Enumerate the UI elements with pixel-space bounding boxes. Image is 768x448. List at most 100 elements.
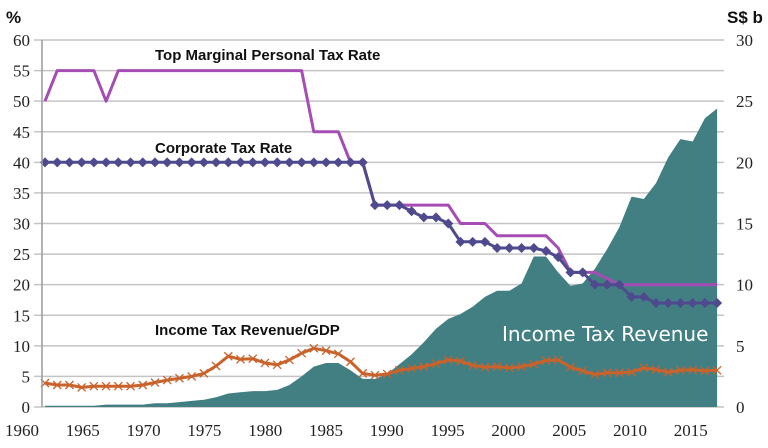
revenue-gdp-point <box>309 343 319 353</box>
revenue-gdp-point <box>688 365 698 375</box>
x-tick-label: 2015 <box>674 421 708 440</box>
revenue-gdp-point <box>333 349 343 359</box>
revenue-gdp-point <box>578 366 588 376</box>
revenue-gdp-point <box>77 382 87 392</box>
corporate-rate-point <box>357 157 368 168</box>
revenue-gdp-point <box>407 364 417 373</box>
revenue-gdp-point <box>260 358 270 368</box>
corporate-rate-point <box>186 157 197 168</box>
left-tick-label: 15 <box>13 306 30 325</box>
corporate-rate-point <box>504 242 515 253</box>
revenue-gdp-point <box>187 371 197 381</box>
right-tick-label: 15 <box>736 215 753 234</box>
corporate-rate-point <box>418 212 429 223</box>
left-tick-label: 45 <box>13 123 30 142</box>
revenue-gdp-point <box>126 381 135 391</box>
corporate-rate-point <box>333 157 344 168</box>
revenue-gdp-point <box>211 361 221 371</box>
revenue-gdp-point <box>566 362 575 372</box>
x-tick-label: 1960 <box>5 421 39 440</box>
corporate-rate-point <box>479 236 490 247</box>
revenue-gdp-point <box>553 355 563 365</box>
left-tick-label: 60 <box>13 31 30 50</box>
revenue-gdp-point <box>663 367 673 377</box>
revenue-gdp-point <box>431 359 441 369</box>
corporate-rate-point <box>528 242 539 253</box>
revenue-gdp-point <box>89 381 99 391</box>
revenue-gdp-point <box>358 368 368 378</box>
corporate-rate-point <box>284 157 295 168</box>
right-tick-label: 30 <box>736 31 753 50</box>
corporate-rate-point <box>638 291 649 302</box>
corporate-rate-point <box>394 200 405 211</box>
revenue-gdp-point <box>517 362 527 372</box>
corporate-rate-point <box>651 298 661 309</box>
corporate-rate-point <box>174 157 185 168</box>
left-axis-ticks: 0 5 10 15 20 25 30 35 40 45 50 55 60 <box>13 31 30 417</box>
corporate-rate-point <box>663 298 674 309</box>
top-marginal-rate-label: Top Marginal Personal Tax Rate <box>155 47 380 64</box>
left-tick-label: 0 <box>22 398 31 417</box>
revenue-gdp-point <box>101 381 111 391</box>
corporate-rate-point <box>137 157 148 168</box>
corporate-rate-point <box>211 157 222 168</box>
corporate-rate-point <box>455 236 466 247</box>
corporate-rate-point <box>382 200 393 211</box>
revenue-gdp-point <box>712 365 722 375</box>
series-lines-layer <box>40 69 723 392</box>
revenue-gdp-point <box>162 375 172 385</box>
revenue-gdp-point <box>321 346 331 356</box>
corporate-rate-point <box>516 242 527 253</box>
corporate-rate-point <box>431 212 442 223</box>
corporate-rate-label: Corporate Tax Rate <box>155 140 292 157</box>
revenue-gdp-point <box>627 367 637 377</box>
revenue-gdp-point <box>492 362 502 372</box>
revenue-gdp-point <box>614 368 624 378</box>
corporate-rate-point <box>589 279 600 290</box>
left-tick-label: 5 <box>22 367 31 386</box>
left-tick-label: 20 <box>13 276 30 295</box>
corporate-rate-point <box>162 157 173 168</box>
left-tick-label: 55 <box>13 62 30 81</box>
corporate-rate-point <box>113 157 124 168</box>
revenue-gdp-point <box>370 370 380 380</box>
revenue-gdp-point <box>529 359 539 369</box>
left-tick-label: 10 <box>13 337 30 356</box>
revenue-gdp-point <box>199 368 209 378</box>
corporate-rate-point <box>443 218 454 229</box>
revenue-gdp-point <box>590 370 600 380</box>
revenue-gdp-point <box>113 381 123 391</box>
corporate-rate-point <box>675 298 686 309</box>
right-axis-unit: S$ b <box>727 8 763 27</box>
revenue-gdp-point <box>248 354 258 364</box>
corporate-rate-point <box>149 157 160 168</box>
right-tick-label: 5 <box>736 337 745 356</box>
income-tax-revenue-gdp-line <box>44 346 718 389</box>
revenue-gdp-point <box>284 355 294 365</box>
corporate-rate-point <box>553 252 564 263</box>
corporate-rate-point <box>687 298 698 309</box>
revenue-gdp-point <box>443 355 453 365</box>
x-tick-label: 2010 <box>613 421 647 440</box>
corporate-rate-point <box>296 157 307 168</box>
revenue-gdp-point <box>64 380 74 390</box>
revenue-gdp-point <box>419 362 429 372</box>
revenue-gdp-point <box>639 363 649 373</box>
corporate-rate-point <box>101 157 112 168</box>
corporate-rate-point <box>565 267 576 278</box>
corporate-rate-point <box>223 157 234 168</box>
corporate-rate-point <box>272 157 283 168</box>
x-tick-label: 1985 <box>309 421 343 440</box>
income-tax-revenue-area <box>45 108 718 407</box>
corporate-rate-point <box>614 279 625 290</box>
revenue-gdp-point <box>602 368 612 378</box>
x-tick-label: 1995 <box>431 421 465 440</box>
left-tick-label: 30 <box>13 215 30 234</box>
corporate-rate-point <box>76 157 87 168</box>
corporate-rate-point <box>345 157 356 168</box>
income-tax-revenue-area-layer <box>45 108 718 407</box>
corporate-rate-point <box>541 246 552 257</box>
corporate-rate-point <box>467 236 478 247</box>
revenue-gdp-point <box>700 366 710 376</box>
